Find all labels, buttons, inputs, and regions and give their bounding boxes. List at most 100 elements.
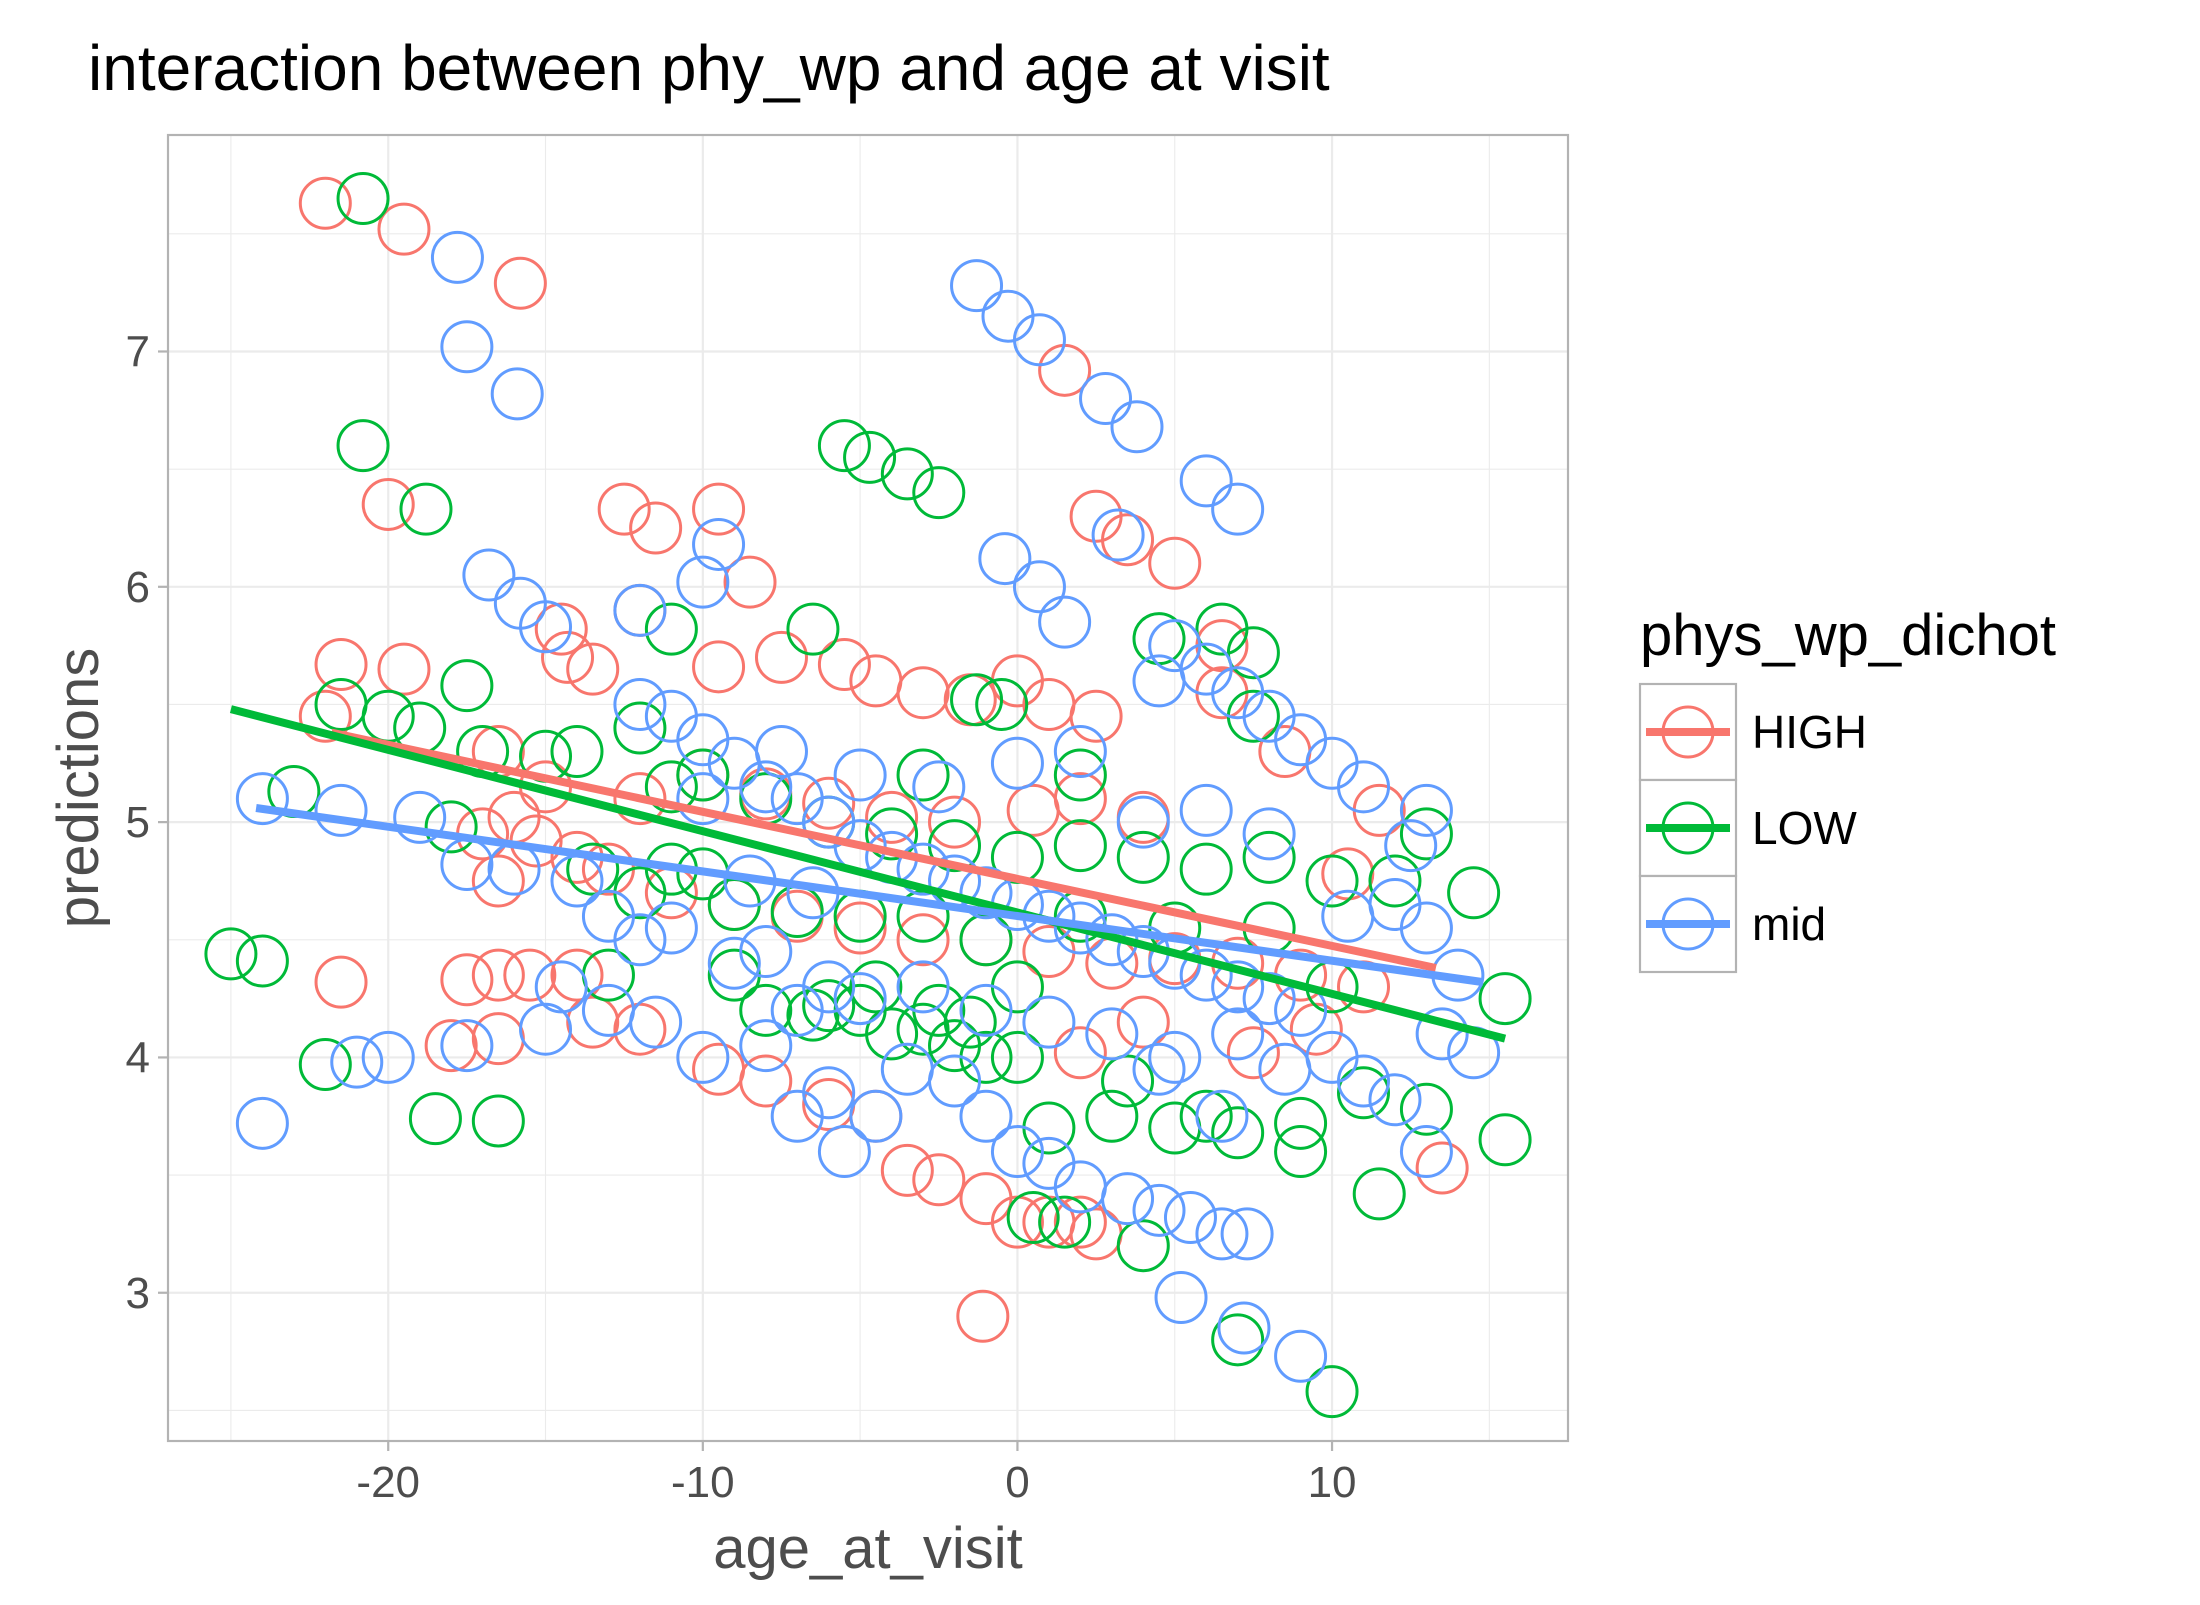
data-point-mid — [1179, 454, 1233, 508]
data-point-mid — [1337, 1054, 1391, 1108]
data-point-mid — [676, 555, 730, 609]
data-point-high — [440, 953, 494, 1007]
data-point-high — [1116, 995, 1170, 1049]
data-point-high — [377, 642, 431, 696]
data-point-mid — [676, 1030, 730, 1084]
data-point-high — [956, 1289, 1010, 1343]
data-point-mid — [1012, 560, 1066, 614]
data-point-low — [1211, 1106, 1265, 1160]
data-point-low — [880, 447, 934, 501]
data-point-mid — [1116, 795, 1170, 849]
legend-title: phys_wp_dichot — [1640, 603, 2056, 668]
data-point-mid — [1195, 1089, 1249, 1143]
legend-label-mid: mid — [1752, 898, 1826, 950]
data-point-mid — [1038, 595, 1092, 649]
data-point-mid — [950, 259, 1004, 313]
y-tick-label: 7 — [126, 327, 150, 376]
data-point-low — [865, 1007, 919, 1061]
data-point-mid — [235, 772, 289, 826]
data-point-low — [990, 1030, 1044, 1084]
data-point-high — [1053, 1195, 1107, 1249]
data-point-mid — [613, 913, 667, 967]
y-tick-label: 5 — [126, 798, 150, 847]
data-point-mid — [1321, 889, 1375, 943]
data-point-low — [1399, 1082, 1453, 1136]
data-point-mid — [802, 960, 856, 1014]
data-point-high — [1053, 772, 1107, 826]
data-point-mid — [707, 736, 761, 790]
data-point-mid — [833, 748, 887, 802]
data-point-mid — [1211, 482, 1265, 536]
trend-line-low — [229, 705, 1507, 1043]
data-point-mid — [1274, 713, 1328, 767]
data-point-high — [896, 666, 950, 720]
data-point-mid — [393, 790, 447, 844]
data-point-high — [1069, 689, 1123, 743]
data-point-high — [424, 1019, 478, 1073]
data-point-mid — [754, 725, 808, 779]
data-point-mid — [1085, 1007, 1139, 1061]
x-tick-label: 10 — [1308, 1458, 1357, 1507]
y-tick-label: 3 — [126, 1269, 150, 1318]
data-point-high — [692, 1042, 746, 1096]
data-point-mid — [644, 689, 698, 743]
data-point-low — [896, 748, 950, 802]
data-point-low — [336, 172, 390, 226]
data-point-high — [298, 176, 352, 230]
data-point-mid — [1022, 1136, 1076, 1190]
data-point-mid — [912, 760, 966, 814]
chart-title: interaction between phy_wp and age at vi… — [88, 32, 1330, 104]
data-point-mid — [896, 960, 950, 1014]
data-point-high — [471, 1012, 525, 1066]
data-point-low — [802, 979, 856, 1033]
data-point-high — [833, 901, 887, 955]
y-tick-label: 4 — [126, 1033, 150, 1082]
data-point-low — [1179, 842, 1233, 896]
data-point-low — [843, 430, 897, 484]
data-point-low — [1242, 830, 1296, 884]
data-point-high — [1069, 489, 1123, 543]
data-point-low — [1305, 854, 1359, 908]
data-point-low — [849, 960, 903, 1014]
data-point-mid — [1148, 619, 1202, 673]
data-point-mid — [314, 783, 368, 837]
data-point-low — [1116, 830, 1170, 884]
data-point-high — [896, 913, 950, 967]
legend-label-low: LOW — [1752, 802, 1857, 854]
data-point-low — [1226, 626, 1280, 680]
data-point-mid — [1217, 1301, 1271, 1355]
data-point-mid — [1368, 1073, 1422, 1127]
data-point-mid — [990, 1125, 1044, 1179]
data-point-mid — [959, 866, 1013, 920]
data-point-mid — [770, 772, 824, 826]
data-point-mid — [978, 532, 1032, 586]
data-point-mid — [1053, 725, 1107, 779]
data-point-high — [723, 555, 777, 609]
data-point-mid — [770, 1089, 824, 1143]
data-point-low — [1179, 1089, 1233, 1143]
data-point-mid — [707, 936, 761, 990]
data-point-mid — [1163, 1190, 1217, 1244]
data-point-mid — [990, 736, 1044, 790]
data-point-high — [1053, 1026, 1107, 1080]
data-point-mid — [739, 760, 793, 814]
data-point-mid — [430, 230, 484, 284]
data-point-low — [1337, 1066, 1391, 1120]
data-point-low — [950, 673, 1004, 727]
data-point-high — [1006, 783, 1060, 837]
data-point-low — [676, 748, 730, 802]
data-point-low — [1211, 1313, 1265, 1367]
data-point-mid — [1179, 783, 1233, 837]
data-point-mid — [1132, 1042, 1186, 1096]
data-point-low — [739, 772, 793, 826]
data-point-mid — [644, 901, 698, 955]
data-point-high — [928, 795, 982, 849]
data-point-mid — [1110, 400, 1164, 454]
data-point-low — [1038, 1195, 1092, 1249]
data-point-high — [1415, 1141, 1469, 1195]
data-point-mid — [1274, 1329, 1328, 1383]
data-point-mid — [849, 1089, 903, 1143]
data-point-mid — [519, 600, 573, 654]
data-point-low — [408, 1092, 462, 1146]
